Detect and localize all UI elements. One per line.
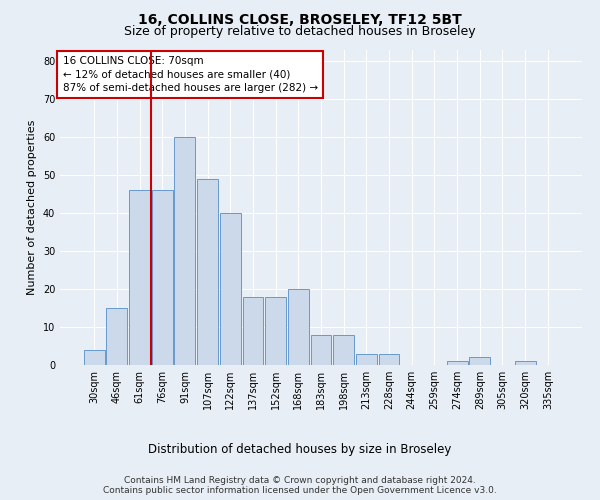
Bar [515, 361, 536, 365]
Text: Size of property relative to detached houses in Broseley: Size of property relative to detached ho… [124, 25, 476, 38]
Text: 16 COLLINS CLOSE: 70sqm
← 12% of detached houses are smaller (40)
87% of semi-de: 16 COLLINS CLOSE: 70sqm ← 12% of detache… [62, 56, 318, 92]
Bar [379, 354, 400, 365]
Y-axis label: Number of detached properties: Number of detached properties [27, 120, 37, 295]
Bar [175, 138, 196, 365]
Bar [197, 179, 218, 365]
Bar [288, 289, 309, 365]
Text: 16, COLLINS CLOSE, BROSELEY, TF12 5BT: 16, COLLINS CLOSE, BROSELEY, TF12 5BT [138, 12, 462, 26]
Text: Distribution of detached houses by size in Broseley: Distribution of detached houses by size … [148, 442, 452, 456]
Bar [446, 361, 467, 365]
Bar [356, 354, 377, 365]
Bar [129, 190, 150, 365]
Bar [311, 334, 331, 365]
Bar [333, 334, 354, 365]
Text: Contains HM Land Registry data © Crown copyright and database right 2024.
Contai: Contains HM Land Registry data © Crown c… [103, 476, 497, 495]
Bar [84, 350, 104, 365]
Bar [242, 296, 263, 365]
Bar [106, 308, 127, 365]
Bar [265, 296, 286, 365]
Bar [220, 213, 241, 365]
Bar [469, 358, 490, 365]
Bar [152, 190, 173, 365]
